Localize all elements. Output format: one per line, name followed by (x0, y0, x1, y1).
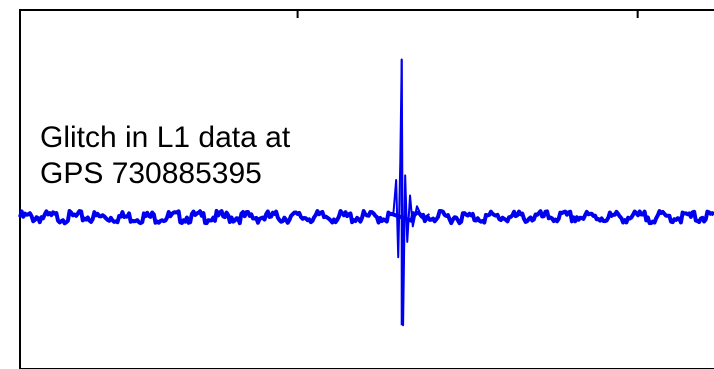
plot-axes-frame (19, 9, 714, 369)
series-baseline-noise (18, 208, 714, 226)
series-glitch-ringdown (392, 58, 431, 327)
top-axis-ticks (296, 10, 639, 18)
annotation-line-2: GPS 730885395 (40, 157, 262, 190)
annotation-line-1: Glitch in L1 data at (40, 121, 291, 154)
series-layer (18, 58, 714, 327)
glitch-annotation: Glitch in L1 data at GPS 730885395 (40, 120, 290, 192)
